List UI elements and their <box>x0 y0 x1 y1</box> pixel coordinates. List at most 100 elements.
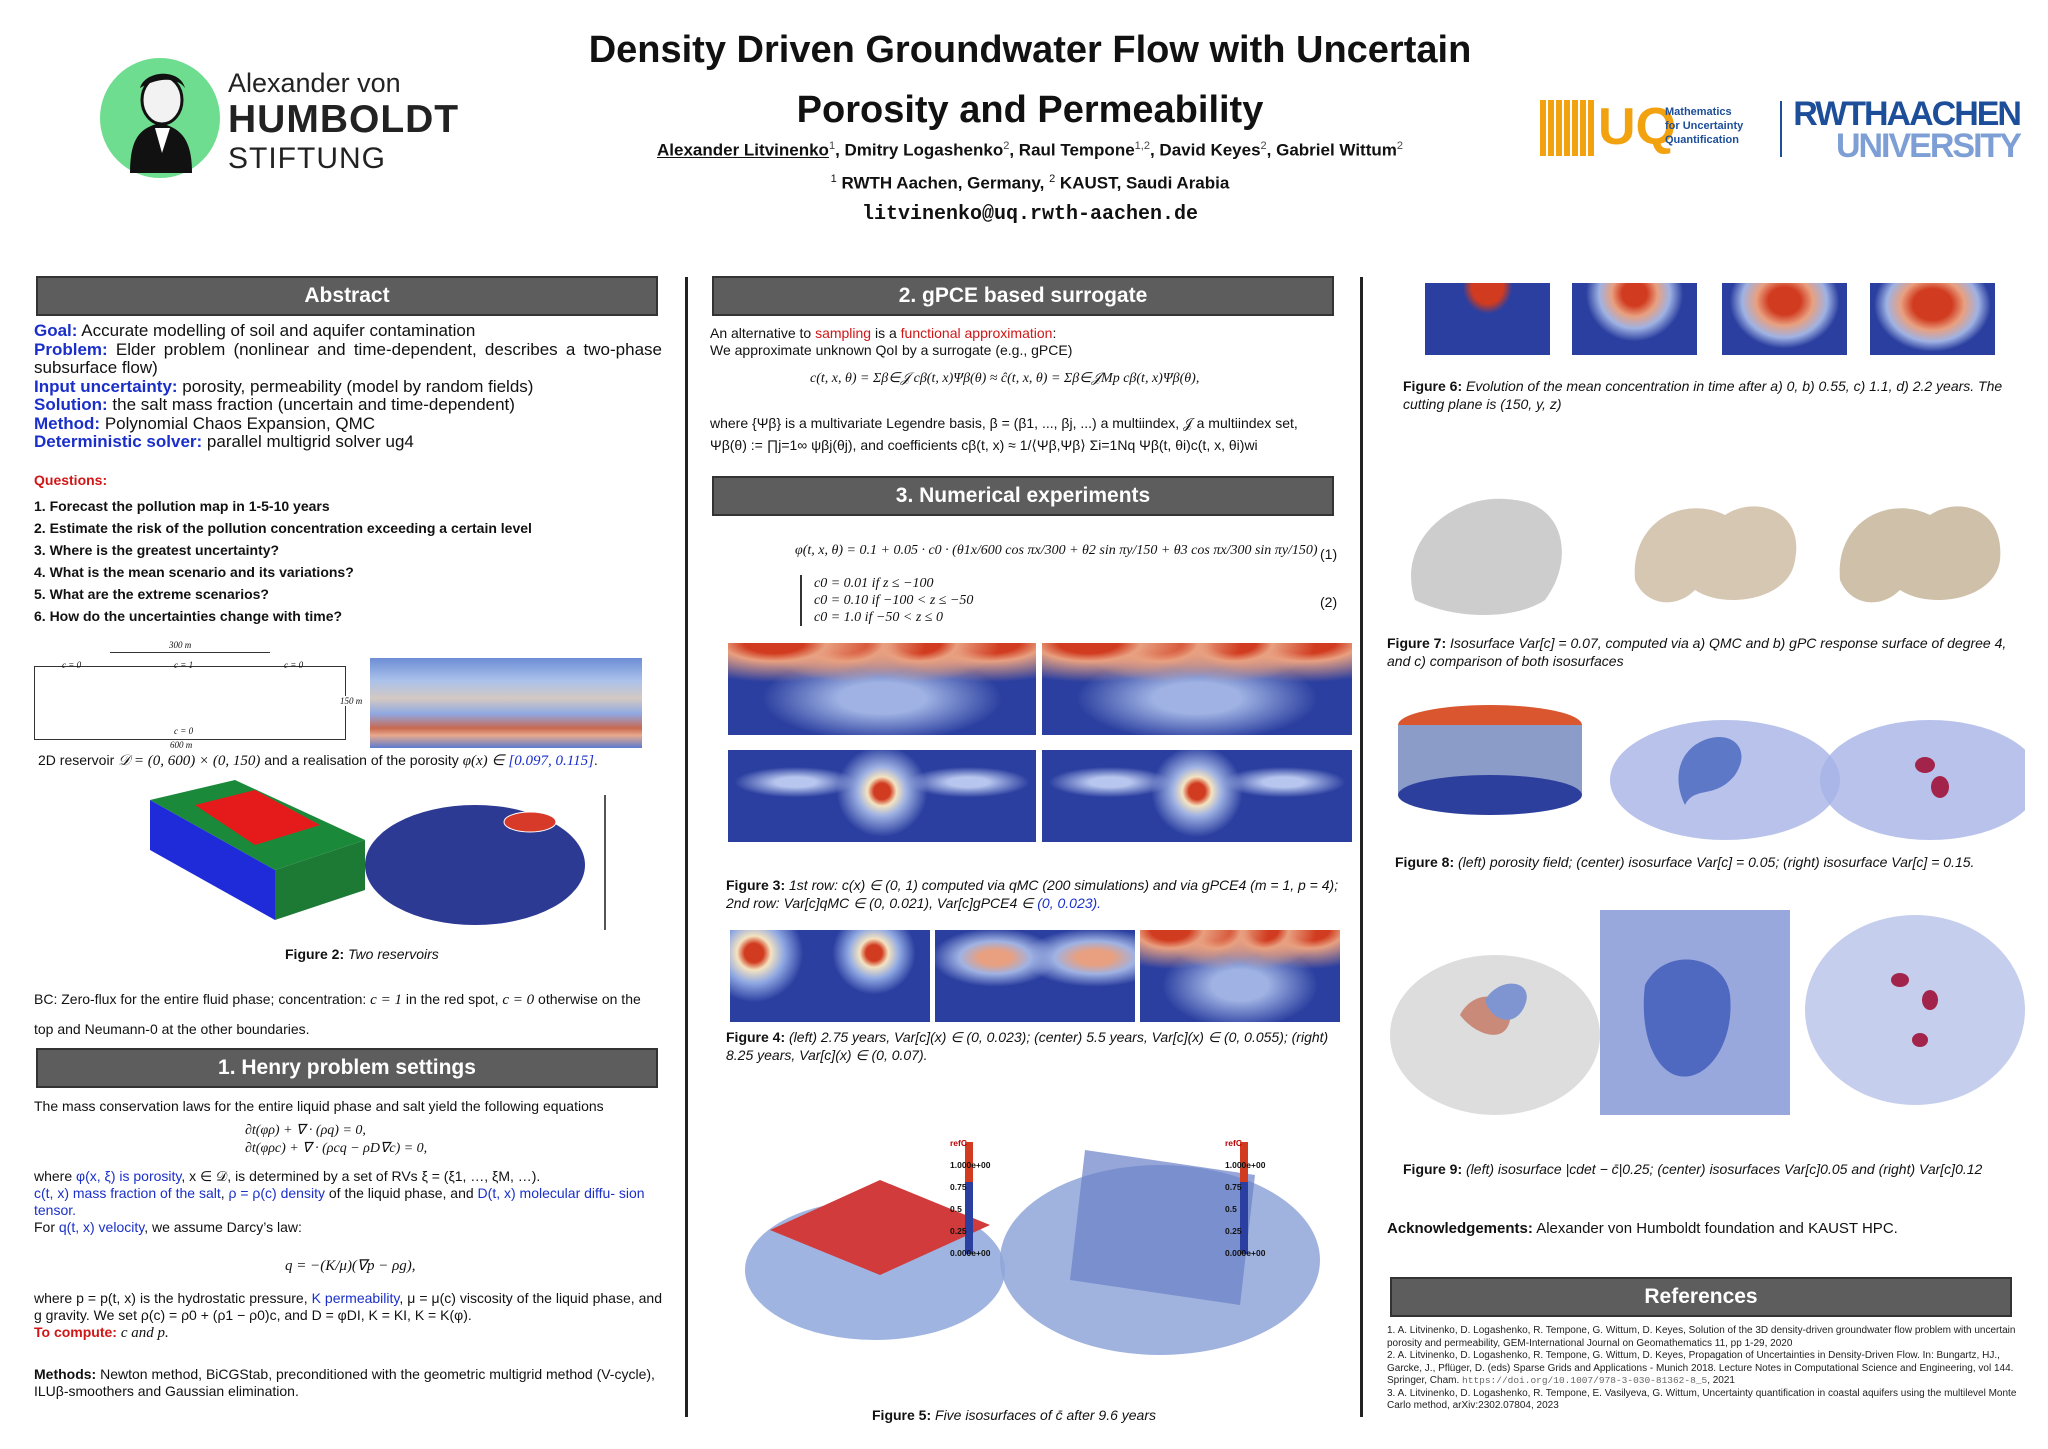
colorbar-left-top <box>965 1142 973 1182</box>
c0-case-1: c0 = 0.01 if z ≤ −100 <box>814 576 934 591</box>
reference-item: 3. A. Litvinenko, D. Logashenko, R. Temp… <box>1387 1387 2017 1412</box>
figure-8-label: Figure 8: <box>1395 854 1455 870</box>
contact-email[interactable]: litvinenko@uq.rwth-aachen.de <box>861 203 1199 226</box>
henry-definitions: where φ(x, ξ) is porosity, x ∈ 𝒟, is det… <box>34 1168 645 1235</box>
where-1-b: , x ∈ 𝒟, is determined by a set of RVs ξ… <box>181 1168 541 1184</box>
colorbar-legend-right: refC 1.000e+00 0.75 0.5 0.25 0.000e+00 <box>1225 1132 1265 1264</box>
figure-9-label: Figure 9: <box>1403 1161 1463 1177</box>
figure-6-label: Figure 6: <box>1403 378 1463 394</box>
gpce-l1-c: : <box>1052 325 1057 341</box>
gpce-basis: where {Ψβ} is a multivariate Legendre ba… <box>710 412 1340 456</box>
gpce-intro: An alternative to sampling is a function… <box>710 325 1340 359</box>
gpce-l4: Ψβ(θ) := ∏j=1∞ ψβj(θj), and coefficients… <box>710 437 1258 453</box>
legend-tick: 0.5 <box>950 1204 962 1214</box>
porosity-range: [0.097, 0.115] <box>508 753 594 769</box>
legend-tick: 0.5 <box>1225 1204 1237 1214</box>
reference-2-doi[interactable]: https://doi.org/10.1007/978-3-030-81362-… <box>1462 1375 1708 1386</box>
humboldt-portrait-circle <box>100 58 220 178</box>
variance-005-isosurface <box>1643 959 1731 1077</box>
variance-gpce-image <box>1042 750 1352 842</box>
problem-label: Problem: <box>34 339 108 359</box>
legend-tick: 0.25 <box>950 1226 967 1236</box>
reservoir-caption: 2D reservoir 𝒟 = (0, 600) × (0, 150) and… <box>38 752 598 769</box>
ellipsoid-reservoir <box>365 805 585 925</box>
density-tail: of the liquid phase, and <box>328 1185 474 1201</box>
compute-label: To compute: <box>34 1324 117 1340</box>
gpce-sampling: sampling <box>815 325 872 341</box>
humboldt-line-1: Alexander von <box>228 68 401 98</box>
reservoir-diagram: 300 m c = 0 c = 1 c = 0 150 m c = 0 600 … <box>34 640 364 755</box>
reservoir-caption-math-1: 𝒟 = (0, 600) × (0, 150) <box>118 753 261 769</box>
input-line: Input uncertainty: porosity, permeabilit… <box>34 376 662 397</box>
figure-4-caption: Figure 4: (left) 2.75 years, Var[c](x) ∈… <box>726 1028 1356 1064</box>
reservoir-caption-a: 2D reservoir <box>38 752 115 768</box>
title-line-2: Porosity and Permeability <box>796 89 1264 131</box>
isosurface-gpc <box>1634 506 1797 603</box>
colorbar-right-top <box>1240 1142 1248 1182</box>
henry-intro: The mass conservation laws for the entir… <box>34 1098 604 1114</box>
reservoir-caption-math-2: φ(x) ∈ <box>462 753 505 769</box>
goal-line: Goal: Accurate modelling of soil and aqu… <box>34 321 662 341</box>
uq-grid-icon <box>1540 100 1596 156</box>
diffusion-term: D(t, x) molecular diffu- sion tensor. <box>34 1185 645 1218</box>
author-3-sup: 1,2 <box>1134 140 1150 152</box>
column-divider-2 <box>1360 277 1363 1417</box>
porosity-term: φ(x, ξ) is porosity <box>76 1168 182 1184</box>
porosity-equation: φ(t, x, θ) = 0.1 + 0.05 · c0 · (θ1x/600 … <box>795 543 1318 558</box>
question-item: 5. What are the extreme scenarios? <box>34 586 269 602</box>
where-2-b: , μ = μ(c) viscosity of the liquid phase… <box>34 1290 662 1323</box>
gpce-header: 2. gPCE based surrogate <box>712 276 1334 316</box>
mean-concentration-t055-image <box>1572 283 1697 355</box>
cutting-plane-right <box>1070 1150 1255 1305</box>
uq-subtitle: Mathematics for Uncertainty Quantificati… <box>1665 105 1743 147</box>
author-4: David Keyes <box>1159 140 1261 160</box>
figure-2-label: Figure 2: <box>285 946 345 962</box>
logo-divider <box>1780 101 1782 157</box>
bc-text-a: BC: Zero-flux for the entire fluid phase… <box>34 991 367 1007</box>
humboldt-logo: Alexander von HUMBOLDT STIFTUNG <box>100 58 460 188</box>
width-arrow <box>110 652 270 653</box>
column-divider-1 <box>685 277 688 1417</box>
questions-list: 1. Forecast the pollution map in 1-5-10 … <box>34 495 664 627</box>
figure-4-label: Figure 4: <box>726 1029 786 1045</box>
legend-tick: 0.75 <box>1225 1182 1242 1192</box>
question-item: 3. Where is the greatest uncertainty? <box>34 542 280 558</box>
methods-text: Newton method, BiCGStab, preconditioned … <box>34 1366 655 1399</box>
figure-8-text: (left) porosity field; (center) isosurfa… <box>1458 854 1975 870</box>
reservoir-caption-b: and a realisation of the porosity <box>264 752 459 768</box>
method-text: Polynomial Chaos Expansion, QMC <box>104 413 376 433</box>
humboldt-line-3: STIFTUNG <box>228 142 386 175</box>
mean-concentration-t0-image <box>1425 283 1550 355</box>
label-c0-right: c = 0 <box>284 660 304 670</box>
equation-number-2: (2) <box>1320 594 1338 610</box>
goal-label: Goal: <box>34 321 78 340</box>
poster-title: Density Driven Groundwater Flow with Unc… <box>500 20 1560 140</box>
label-150m: 150 m <box>340 696 363 706</box>
uq-letters: UQ <box>1598 98 1676 156</box>
porosity-isosurfaces-image <box>1398 705 2025 840</box>
figure-5-label: Figure 5: <box>872 1407 932 1423</box>
figure-2-caption: Figure 2: Two reservoirs <box>285 945 439 963</box>
where-2-a: where p = p(t, x) is the hydrostatic pre… <box>34 1290 308 1306</box>
author-list: Alexander Litvinenko1, Dmitry Logashenko… <box>657 140 1403 160</box>
question-item: 2. Estimate the risk of the pollution co… <box>34 520 532 536</box>
colorbar-left <box>965 1142 973 1254</box>
figure-7-label: Figure 7: <box>1387 635 1447 651</box>
variance-012-container <box>1805 915 2025 1105</box>
ack-label: Acknowledgements: <box>1387 1220 1533 1237</box>
permeability-term: K permeability <box>311 1290 400 1306</box>
title-line-1: Density Driven Groundwater Flow with Unc… <box>588 29 1472 71</box>
bc-math-1: c = 1 <box>370 992 402 1008</box>
porosity-realisation-image <box>370 658 642 748</box>
equation-number-1: (1) <box>1320 546 1338 562</box>
mean-concentration-t22-image <box>1870 283 1995 355</box>
darcy-equation: q = −(K/μ)(∇p − ρg), <box>285 1258 416 1274</box>
darcy-b: , we assume Darcy’s law: <box>144 1219 302 1235</box>
legend-tick: 0.000e+00 <box>950 1248 991 1258</box>
gpce-l2: We approximate unknown QoI by a surrogat… <box>710 342 1073 358</box>
problem-line: Problem: Elder problem (nonlinear and ti… <box>34 339 662 378</box>
input-label: Input uncertainty: <box>34 376 178 396</box>
legend-title-right: refC <box>1225 1138 1243 1148</box>
legend-tick: 1.000e+00 <box>1225 1160 1266 1170</box>
cutting-plane-left <box>770 1180 990 1275</box>
